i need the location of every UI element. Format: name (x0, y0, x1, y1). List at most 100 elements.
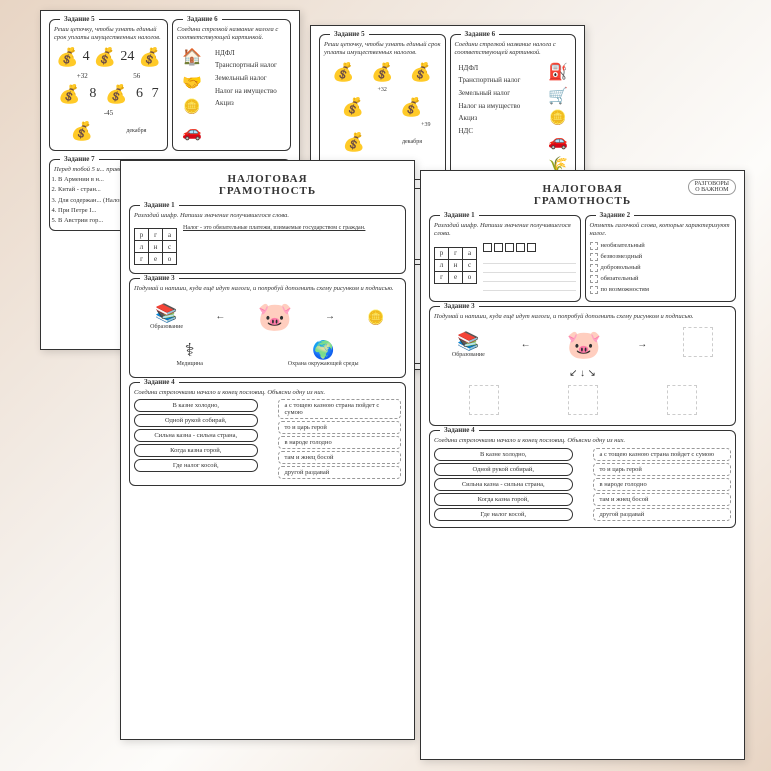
answer-cell[interactable] (505, 243, 514, 252)
tax-item: Земельный налог (215, 72, 277, 85)
scheme-blank (367, 306, 384, 327)
answer-cell[interactable] (494, 243, 503, 252)
task6-text: Соедини стрелкой название налога с соотв… (177, 26, 286, 43)
books-icon (457, 331, 479, 351)
tax-scheme2: Медицина Охрана окружающей среды (134, 340, 401, 367)
checkbox-icon[interactable] (590, 286, 598, 294)
scheme-blank[interactable] (683, 327, 713, 362)
checkbox-icon[interactable] (590, 264, 598, 272)
task1-title: Задание 1 (440, 211, 479, 219)
proverb-end: а с тощею казною страна пойдет с сумою (278, 399, 402, 419)
money-bag-icon (332, 62, 354, 83)
money-bag-icon (56, 47, 78, 68)
answer-cell[interactable] (516, 243, 525, 252)
coins-icon (183, 99, 200, 116)
task3-box: Задание 3 Подумай и напиши, куда ещё иду… (129, 278, 406, 377)
proverb-start[interactable]: Когда казна горой, (434, 493, 573, 506)
num: 8 (89, 86, 96, 102)
scheme-education: Образование (452, 331, 485, 358)
arrow-icon: ← (215, 311, 225, 322)
tax-names: НДФЛ Транспортный налог Земельный налог … (455, 62, 540, 175)
money-bag-icon (105, 84, 127, 105)
option: безвозмездный (601, 253, 643, 260)
answer-cell[interactable] (483, 243, 492, 252)
option-row[interactable]: по возможностям (590, 286, 732, 294)
num: 24 (120, 49, 134, 65)
proverb-end[interactable]: в народе голодно (593, 478, 732, 491)
checkbox-icon[interactable] (590, 242, 598, 250)
task5-result: декабря (324, 132, 441, 153)
task4-box: Задание 4 Соедини стрелочками начало и к… (129, 382, 406, 486)
task2-text: Отметь галочкой слова, которые характери… (590, 222, 732, 239)
option-row[interactable]: необязательный (590, 242, 732, 250)
tax-item: Налог на имущество (459, 100, 540, 113)
task6-box: Задание 6 Соедини стрелкой название нало… (172, 19, 291, 151)
proverb-start: Одной рукой собирай, (134, 414, 258, 427)
coins-icon (367, 306, 384, 326)
checkbox-icon[interactable] (590, 275, 598, 283)
arrow-icon: ↙ ↓ ↘ (569, 368, 596, 379)
task1-title: Задание 1 (140, 201, 179, 209)
blank-slot[interactable] (568, 385, 598, 415)
proverb-start[interactable]: Сильна казна - сильна страна, (434, 478, 573, 491)
proverb-end: там и жнец босой (278, 451, 402, 464)
task5-title: Задание 5 (330, 30, 369, 38)
task6-title: Задание 6 (183, 15, 222, 23)
proverb-start[interactable]: Одной рукой собирай, (434, 463, 573, 476)
cart-icon (548, 86, 568, 106)
task6-box: Задание 6 Соедини стрелкой название нало… (450, 34, 577, 180)
proverb-end[interactable]: то и царь герой (593, 463, 732, 476)
task5-ops: +32 56 (54, 72, 163, 80)
proverb-end[interactable]: другой раздавай (593, 508, 732, 521)
scheme-env: Охрана окружающей среды (288, 340, 359, 367)
scheme-med: Медицина (176, 340, 202, 367)
money-bag-icon (138, 47, 160, 68)
proverb-end[interactable]: а с тощею казною страна пойдет с сумою (593, 448, 732, 461)
task1-text: Разгадай шифр. Напиши значение получивше… (134, 212, 401, 220)
tax-scheme: Образование ← → (134, 300, 401, 334)
task2-title: Задание 2 (596, 211, 635, 219)
proverb-end[interactable]: там и жнец босой (593, 493, 732, 506)
proverb-start[interactable]: В казне холодно, (434, 448, 573, 461)
tax-item: НДФЛ (215, 47, 277, 60)
task5-result: декабря (54, 121, 163, 142)
tax-scheme-blanks[interactable] (434, 385, 731, 415)
books-icon (155, 303, 177, 323)
blank-slot[interactable] (469, 385, 499, 415)
proverb-start[interactable]: Где налог косой, (434, 508, 573, 521)
option-row[interactable]: безвозмездный (590, 253, 732, 261)
tax-item: Транспортный налог (459, 74, 540, 87)
house-icon (182, 47, 202, 67)
cipher-grid: рга лнс гео (434, 247, 477, 284)
money-bag-icon (94, 47, 116, 68)
option: по возможностям (601, 286, 649, 293)
checkbox-icon[interactable] (590, 253, 598, 261)
answer-cell[interactable] (527, 243, 536, 252)
december-label: декабря (402, 139, 422, 145)
match-section: В казне холодно, Одной рукой собирай, Си… (434, 446, 731, 523)
task5-text: Реши цепочку, чтобы узнать единый срок у… (324, 41, 441, 58)
task3-text: Подумай и напиши, куда ещё идут налоги, … (134, 285, 401, 293)
label: Образование (150, 324, 183, 330)
option-row[interactable]: добровольный (590, 264, 732, 272)
task5-box: Задание 5 Реши цепочку, чтобы узнать еди… (49, 19, 168, 151)
tax-scheme: Образование ← → (434, 327, 731, 362)
op: +32 (324, 87, 441, 93)
task3-text: Подумай и напиши, куда ещё идут налоги, … (434, 313, 731, 321)
task3-title: Задание 3 (440, 302, 479, 310)
option: необязательный (601, 242, 645, 249)
badge-line2: О ВАЖНОМ (695, 187, 729, 193)
num: 7 (152, 86, 159, 102)
task5-chain2 (324, 97, 441, 118)
label: Охрана окружающей среды (288, 361, 359, 367)
task5-chain (324, 62, 441, 83)
money-bag-icon (58, 84, 80, 105)
piggy-icon (258, 300, 293, 334)
proverb-start: Сильна казна - сильна страна, (134, 429, 258, 442)
option-row[interactable]: обязательный (590, 275, 732, 283)
op: -45 (104, 109, 113, 117)
writing-lines[interactable] (483, 255, 576, 295)
blank-slot[interactable] (667, 385, 697, 415)
match-section: В казне холодно, Одной рукой собирай, Си… (134, 397, 401, 481)
arrow-icon: → (325, 311, 335, 322)
